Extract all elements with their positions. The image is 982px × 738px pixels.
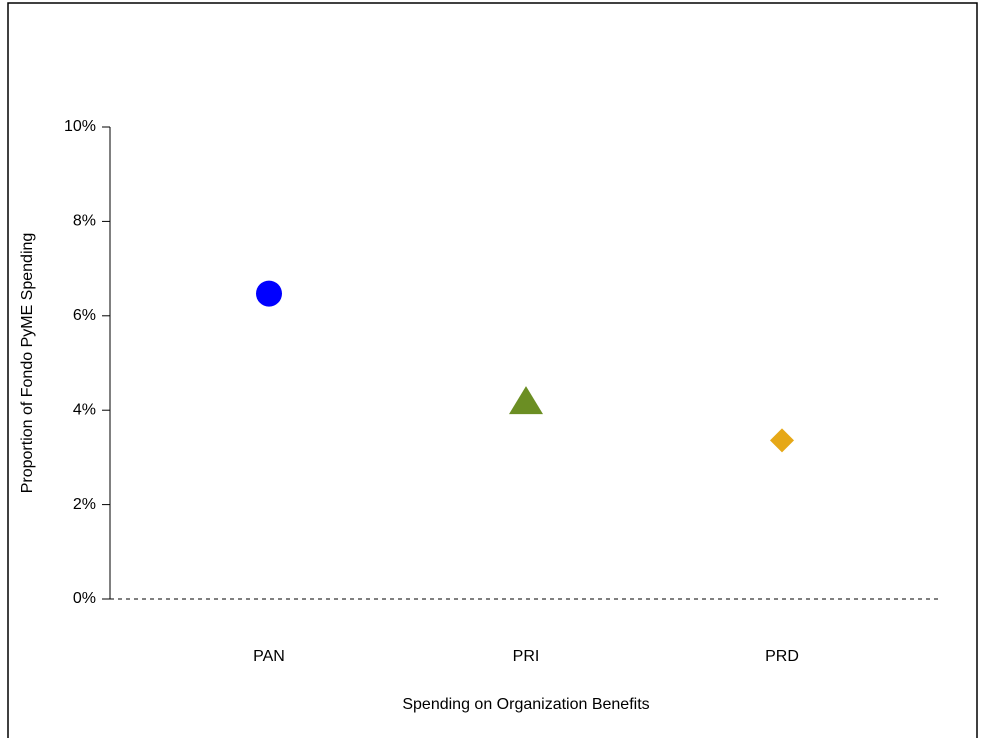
- x-tick-label: PRI: [513, 648, 540, 665]
- x-tick-label: PAN: [253, 648, 285, 665]
- y-axis-label: Proportion of Fondo PyME Spending: [19, 233, 36, 494]
- y-tick-label: 2%: [73, 496, 96, 513]
- frame: [7, 2, 978, 738]
- y-tick-label: 6%: [73, 307, 96, 324]
- point: [256, 280, 282, 307]
- y-tick-label: 0%: [73, 590, 96, 607]
- x-axis-label: Spending on Organization Benefits: [402, 696, 649, 713]
- y-tick-label: 4%: [73, 401, 96, 418]
- point: [770, 428, 794, 453]
- point: [509, 386, 543, 415]
- y-tick-label: 8%: [73, 213, 96, 230]
- x-tick-label: PRD: [765, 648, 799, 665]
- y-tick-label: 10%: [64, 118, 96, 135]
